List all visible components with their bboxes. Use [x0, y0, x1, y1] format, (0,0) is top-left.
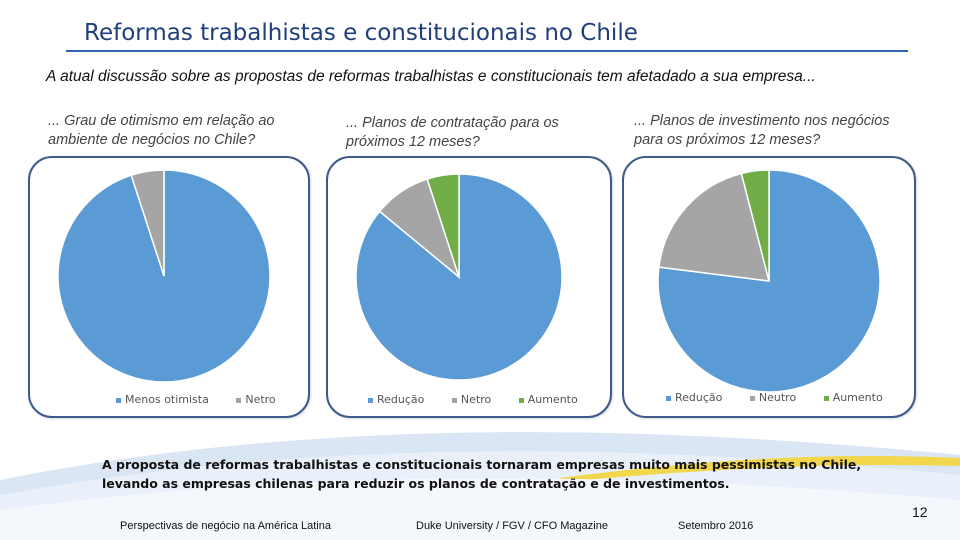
pie-slice-aumento: [426, 173, 460, 278]
page-number: 12: [912, 504, 928, 520]
page-title: Reformas trabalhistas e constitucionais …: [84, 20, 638, 46]
pie-chart-investment: [657, 169, 881, 393]
legend-swatch: [518, 397, 524, 403]
legend-item: Menos otimista: [116, 393, 209, 406]
conclusion-text: A proposta de reformas trabalhistas e co…: [102, 457, 862, 491]
pie-slice-aumento: [740, 169, 770, 282]
background-wave: [0, 432, 960, 540]
legend-item: Netro: [451, 393, 492, 406]
question-investment: ... Planos de investimento nos negócios …: [634, 113, 890, 148]
legend-swatch: [823, 395, 829, 401]
legend-item: Netro: [236, 393, 276, 406]
legend-swatch: [236, 397, 242, 403]
footer-right: Setembro 2016: [678, 520, 754, 532]
legend-swatch: [749, 395, 755, 401]
pie-chart-optimism: [57, 169, 271, 383]
legend-label: Neutro: [758, 391, 797, 404]
legend-swatch: [368, 397, 373, 403]
footer-center: Duke University / FGV / CFO Magazine: [416, 520, 608, 532]
pie-slice-neutro: [658, 172, 771, 282]
legend-item: Redução: [666, 391, 722, 404]
question-optimism: ... Grau de otimismo em relação ao ambie…: [48, 113, 275, 148]
legend-item: Aumento: [518, 393, 578, 406]
legend-label: Aumento: [527, 393, 578, 406]
pie-chart-hiring: [355, 173, 563, 381]
legend-investment: Redução Neutro Aumento: [666, 391, 907, 404]
legend-hiring: Redução Netro Aumento: [368, 393, 602, 406]
legend-label: Redução: [377, 393, 425, 406]
pie-slice-netro: [130, 169, 165, 277]
title-underline: [66, 50, 908, 52]
legend-label: Netro: [245, 393, 276, 406]
legend-swatch: [666, 395, 671, 401]
legend-label: Menos otimista: [125, 393, 209, 406]
legend-label: Redução: [675, 391, 723, 404]
subtitle: A atual discussão sobre as propostas de …: [46, 68, 816, 85]
question-hiring: ... Planos de contratação para os próxim…: [346, 115, 559, 150]
legend-swatch: [116, 397, 121, 403]
legend-item: Aumento: [823, 391, 883, 404]
legend-label: Aumento: [832, 391, 883, 404]
legend-swatch: [451, 397, 457, 403]
legend-label: Netro: [460, 393, 492, 406]
legend-optimism: Menos otimista Netro: [116, 393, 300, 406]
legend-item: Neutro: [749, 391, 797, 404]
legend-item: Redução: [368, 393, 424, 406]
footer-left: Perspectivas de negócio na América Latin…: [120, 520, 331, 532]
